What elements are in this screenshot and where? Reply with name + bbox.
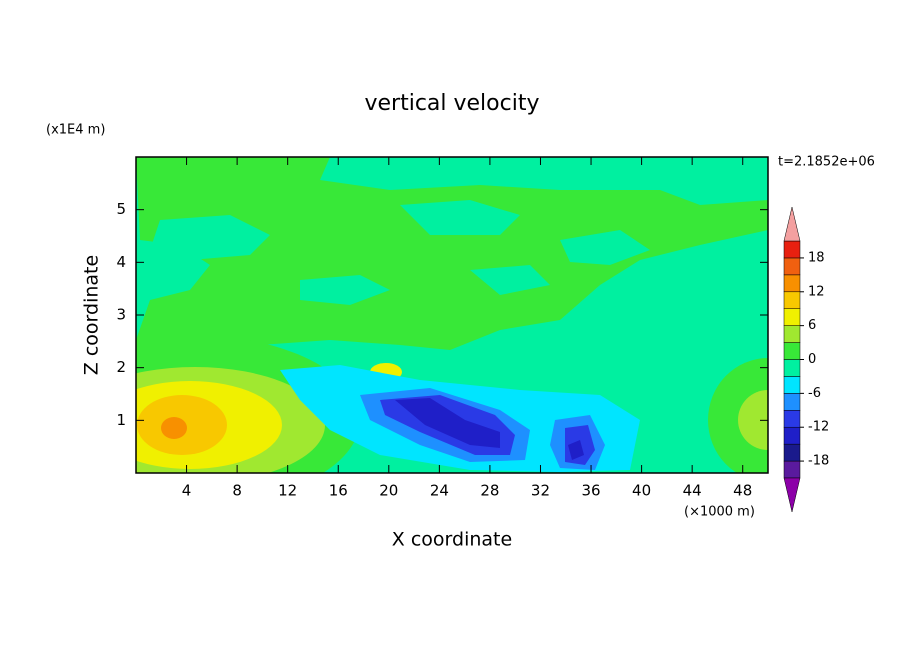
x-tick-label: 44 [683, 482, 702, 500]
field-region [150, 200, 650, 305]
y-axis-label: Z coordinate [81, 255, 103, 375]
colorbar-tick-label: -6 [808, 386, 821, 401]
colorbar-under [783, 477, 801, 513]
y-tick-label: 1 [116, 411, 126, 429]
x-tick-label: 20 [379, 482, 398, 500]
colorbar-tick-label: 0 [808, 352, 816, 367]
field-region [136, 157, 768, 355]
colorbar-box [783, 410, 801, 428]
x-tick-label: 8 [232, 482, 242, 500]
x-tick-label: 12 [278, 482, 297, 500]
x-tick-label: 48 [733, 482, 752, 500]
colorbar-box [783, 393, 801, 411]
colorbar-box [783, 240, 801, 259]
colorbar-box [783, 426, 801, 445]
colorbar-box [783, 291, 801, 309]
x-axis-label: X coordinate [392, 529, 512, 551]
x-unit: (×1000 m) [684, 505, 755, 520]
field-region [395, 398, 584, 460]
x-tick-label: 4 [182, 482, 192, 500]
annotation: t=2.1852e+06 [778, 155, 875, 170]
contour-field [136, 157, 768, 473]
field-region [161, 417, 187, 439]
y-unit: (x1E4 m) [46, 123, 105, 138]
x-tick-label: 24 [430, 482, 449, 500]
x-tick-label: 28 [480, 482, 499, 500]
colorbar-tick-label: -12 [808, 420, 829, 435]
colorbar-tick-label: 12 [808, 284, 825, 299]
y-tick-label: 3 [116, 306, 126, 324]
colorbar-box [783, 308, 801, 326]
colorbar-tick-label: -18 [808, 454, 829, 469]
y-tick-label: 4 [116, 253, 126, 271]
field-region [738, 390, 768, 450]
colorbar-tick-label: 6 [808, 318, 816, 333]
colorbar-box [783, 342, 801, 360]
colorbar-box [783, 443, 801, 462]
colorbar-box [783, 325, 801, 343]
x-tick-label: 40 [632, 482, 651, 500]
colorbar-box [783, 376, 801, 394]
x-tick-label: 16 [329, 482, 348, 500]
colorbar-box [783, 274, 801, 293]
x-tick-label: 36 [581, 482, 600, 500]
colorbar-box [783, 460, 801, 479]
chart-title: vertical velocity [364, 91, 539, 116]
colorbar-box [783, 257, 801, 276]
x-tick-label: 32 [531, 482, 550, 500]
y-tick-label: 5 [116, 200, 126, 218]
colorbar-over [783, 206, 801, 242]
y-tick-label: 2 [116, 358, 126, 376]
colorbar-tick-label: 18 [808, 250, 825, 265]
colorbar-box [783, 359, 801, 377]
